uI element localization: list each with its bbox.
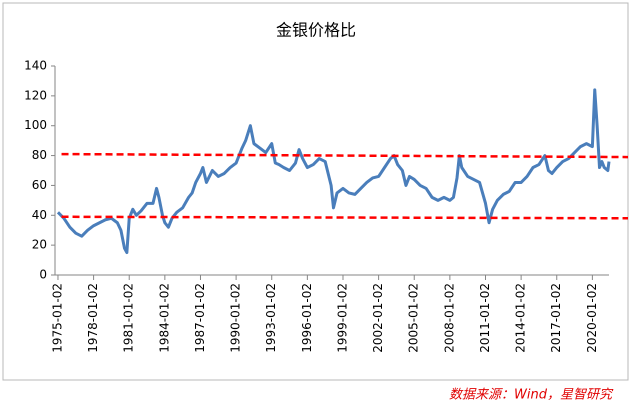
- y-tick-label: 20: [32, 238, 47, 252]
- x-tick-label: 1993-01-02: [264, 283, 278, 353]
- x-tick-label: 1981-01-02: [122, 283, 136, 353]
- y-tick-label: 0: [39, 268, 47, 282]
- x-tick-label: 2008-01-02: [442, 283, 456, 353]
- x-tick-label: 2005-01-02: [407, 283, 421, 353]
- reference-line: [61, 152, 629, 159]
- chart-title: 金银价格比: [276, 21, 356, 40]
- x-tick-label: 1999-01-02: [335, 283, 349, 353]
- y-tick-label: 120: [24, 88, 47, 102]
- data-line: [56, 88, 611, 255]
- y-tick-label: 40: [32, 208, 47, 222]
- y-tick-label: 60: [32, 178, 47, 192]
- x-tick-label: 2011-01-02: [478, 283, 492, 353]
- x-tick-label: 1987-01-02: [193, 283, 207, 353]
- x-tick-label: 1984-01-02: [157, 283, 171, 353]
- x-tick-label: 2014-01-02: [514, 283, 528, 353]
- x-tick-label: 2002-01-02: [371, 283, 385, 353]
- x-tick-label: 1990-01-02: [229, 283, 243, 353]
- x-tick-label: 1996-01-02: [300, 283, 314, 353]
- reference-line: [61, 215, 629, 220]
- chart-frame: [2, 2, 629, 381]
- x-tick-label: 1978-01-02: [86, 283, 100, 353]
- y-tick-label: 100: [24, 118, 47, 132]
- y-tick-label: 140: [24, 59, 47, 73]
- x-tick-label: 2020-01-02: [585, 283, 599, 353]
- y-tick-label: 80: [32, 148, 47, 162]
- source-note: 数据来源：Wind，星智研究: [449, 387, 614, 403]
- x-tick-label: 2017-01-02: [549, 283, 563, 353]
- x-tick-label: 1975-01-02: [50, 283, 64, 353]
